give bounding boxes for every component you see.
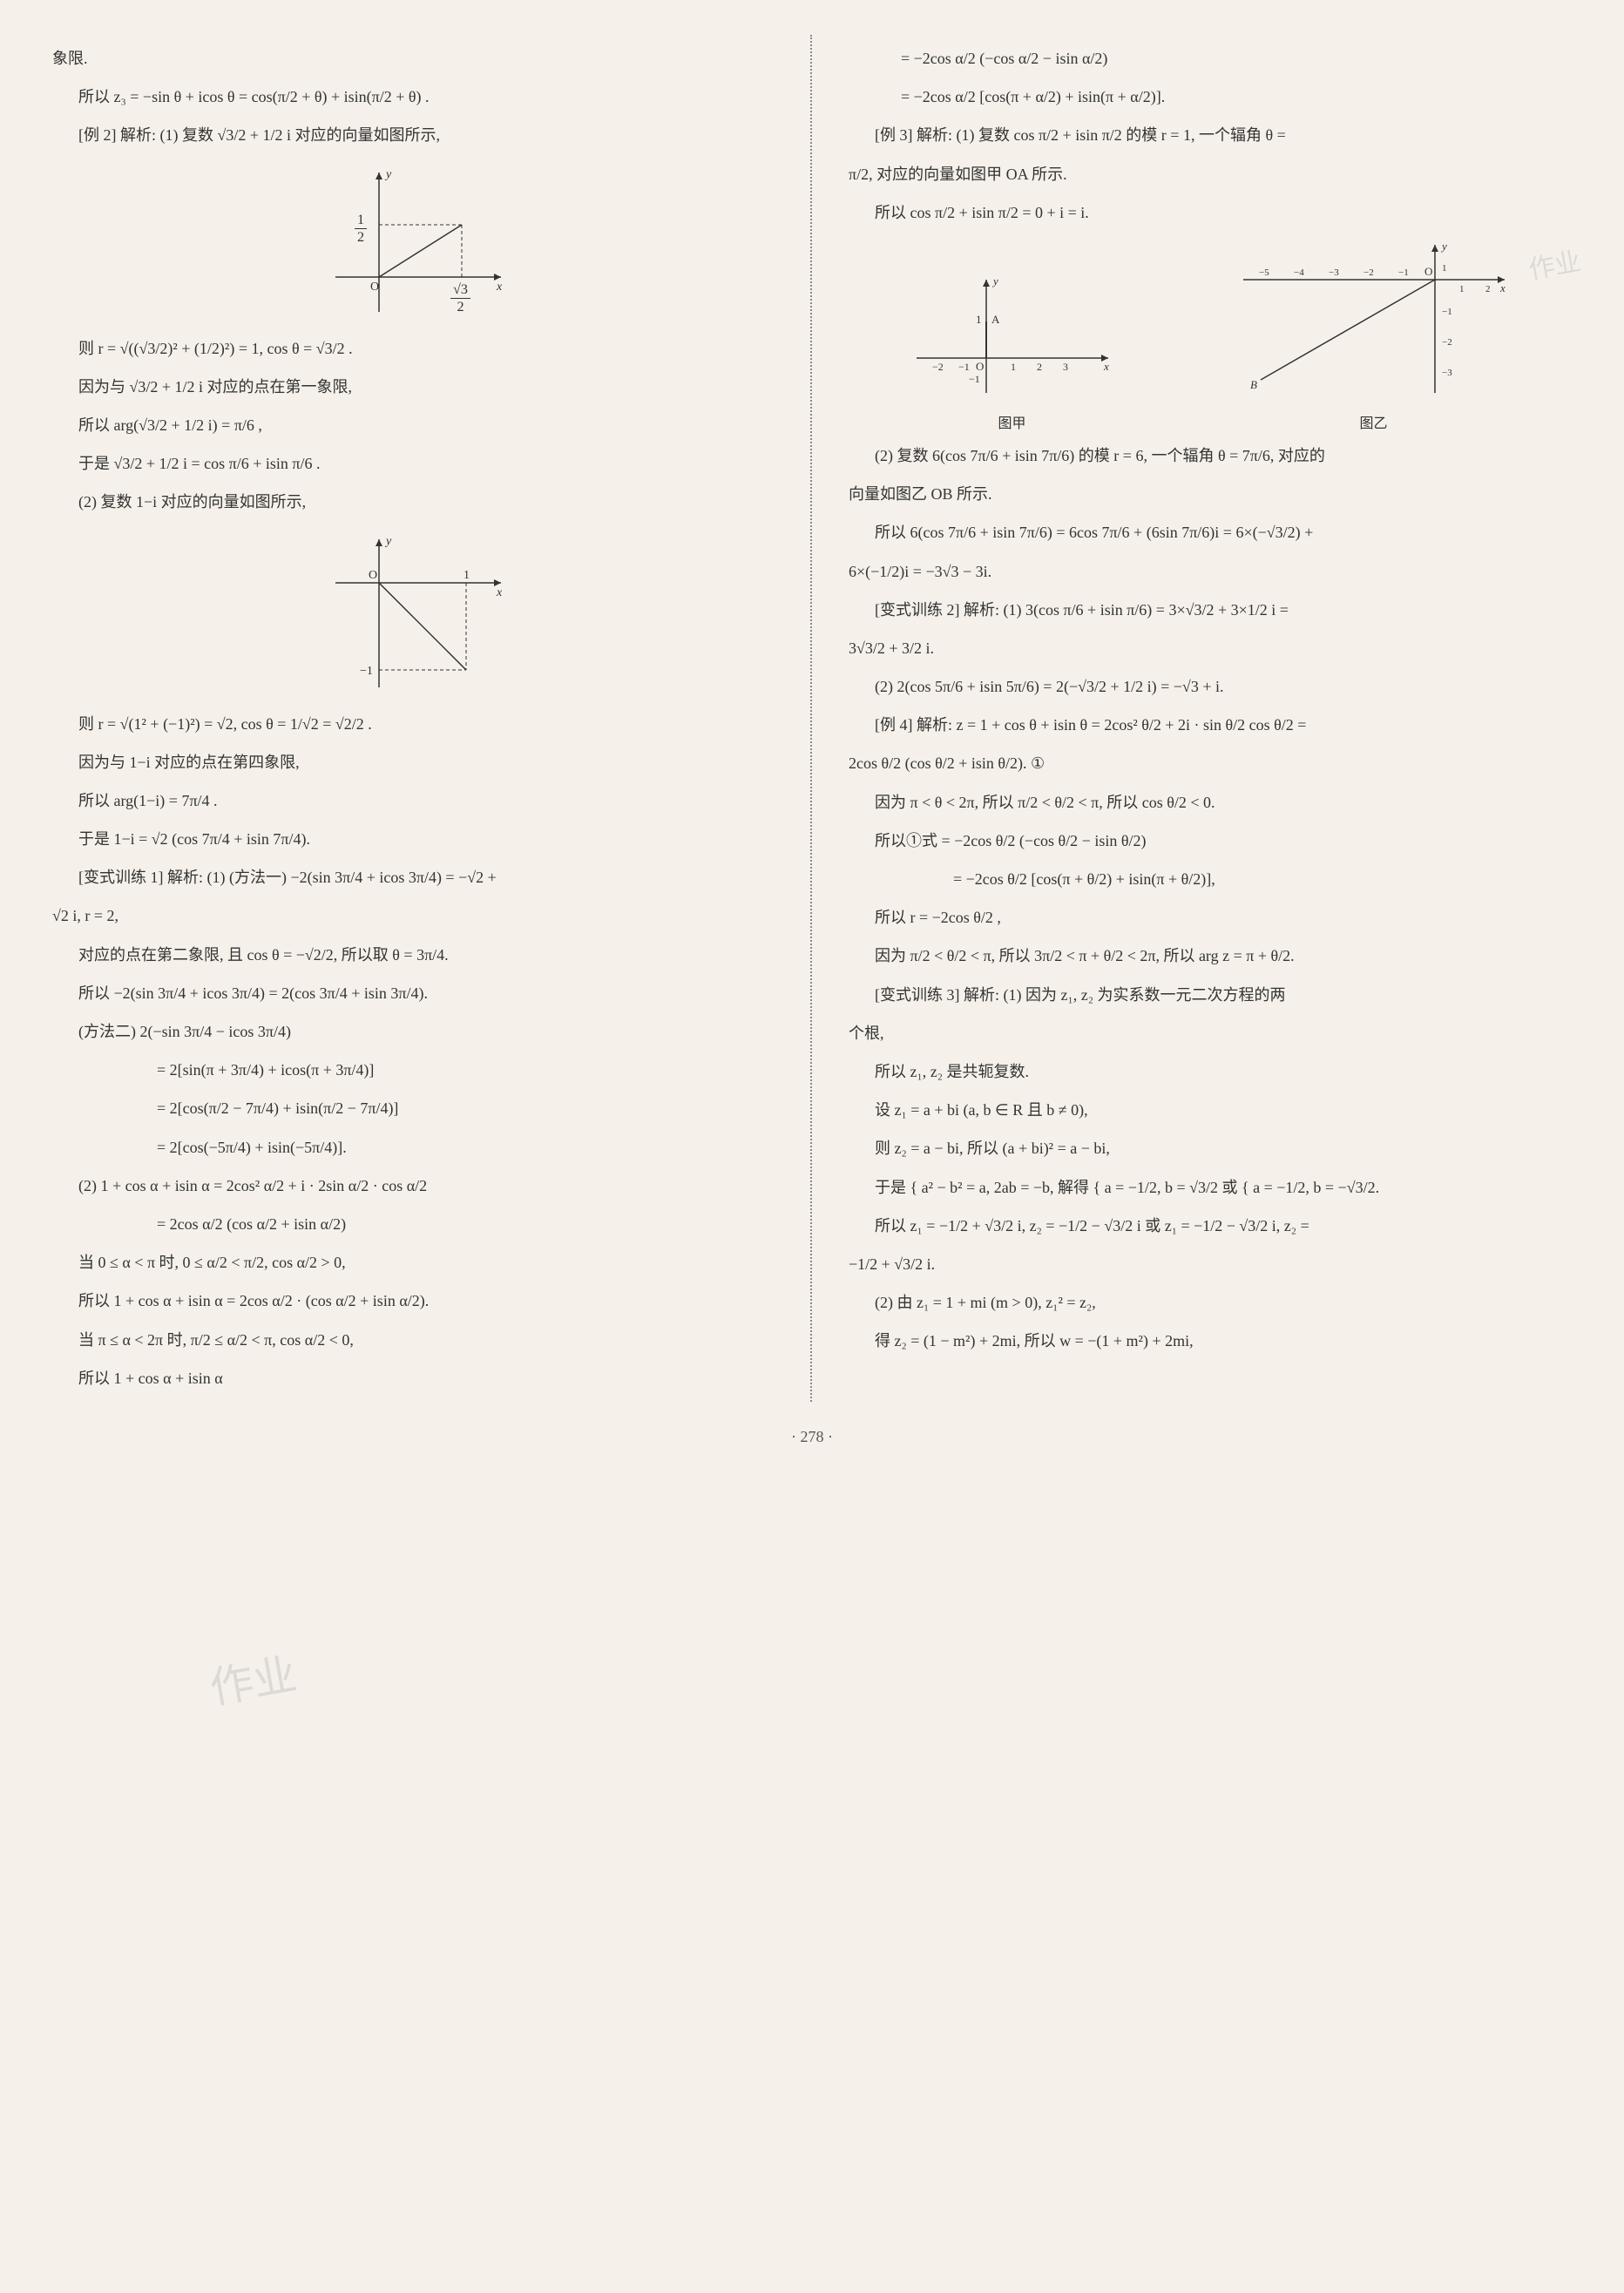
svg-text:O: O (1424, 265, 1432, 278)
text: [变式训练 3] 解析: (1) 因为 z₁, z₂ 为实系数一元二次方程的两 (875, 980, 1572, 1010)
text: 则 r = √(1² + (−1)²) = √2, cos θ = 1/√2 =… (78, 709, 775, 739)
chart-example2-2: O x y 1 −1 (318, 531, 510, 696)
text: [例 3] 解析: (1) 复数 cos π/2 + isin π/2 的模 r… (875, 120, 1572, 150)
text: = −2cos θ/2 [cos(π + θ/2) + isin(π + θ/2… (953, 864, 1572, 894)
column-divider (810, 35, 814, 1402)
text: 设 z₁ = a + bi (a, b ∈ R 且 b ≠ 0), (875, 1095, 1572, 1125)
text: 得 z₂ = (1 − m²) + 2mi, 所以 w = −(1 + m²) … (875, 1326, 1572, 1356)
svg-text:A: A (991, 313, 1000, 326)
svg-text:−1: −1 (969, 373, 980, 385)
text: 于是 { a² − b² = a, 2ab = −b, 解得 { a = −1/… (875, 1173, 1572, 1202)
svg-text:x: x (496, 586, 503, 599)
svg-text:2: 2 (1037, 361, 1042, 373)
chart-yi: O x y B −5 −4 −3 −2 −1 1 2 1 −1 −2 −3 (1235, 236, 1513, 402)
svg-text:x: x (496, 281, 503, 294)
text: [例 2] 解析: (1) 复数 √3/2 + 1/2 i 对应的向量如图所示, (78, 120, 775, 150)
text: 所以 arg(√3/2 + 1/2 i) = π/6 , (78, 410, 775, 440)
text: 当 0 ≤ α < π 时, 0 ≤ α/2 < π/2, cos α/2 > … (78, 1248, 775, 1277)
text: = 2[cos(−5π/4) + isin(−5π/4)]. (157, 1133, 775, 1162)
text: (2) 1 + cos α + isin α = 2cos² α/2 + i ·… (78, 1171, 775, 1201)
text: [变式训练 1] 解析: (1) (方法一) −2(sin 3π/4 + ico… (78, 862, 775, 892)
text: 向量如图乙 OB 所示. (849, 479, 1572, 509)
svg-text:1: 1 (1442, 263, 1447, 274)
text: 因为与 1−i 对应的点在第四象限, (78, 747, 775, 777)
text: 当 π ≤ α < 2π 时, π/2 ≤ α/2 < π, cos α/2 <… (78, 1325, 775, 1355)
svg-text:−1: −1 (1442, 307, 1452, 317)
chart-jia: O x y A 1 −2 −1 1 2 3 −1 (908, 271, 1117, 402)
svg-text:3: 3 (1063, 361, 1068, 373)
text: 个根, (849, 1018, 1572, 1048)
text: = 2cos α/2 (cos α/2 + isin α/2) (157, 1209, 775, 1239)
text: 象限. (52, 44, 775, 73)
svg-text:−2: −2 (1363, 267, 1374, 278)
text: 所以 −2(sin 3π/4 + icos 3π/4) = 2(cos 3π/4… (78, 978, 775, 1008)
svg-text:1: 1 (976, 313, 982, 326)
text: (2) 复数 6(cos 7π/6 + isin 7π/6) 的模 r = 6,… (875, 441, 1572, 470)
svg-text:−5: −5 (1259, 267, 1269, 278)
text: 因为与 √3/2 + 1/2 i 对应的点在第一象限, (78, 372, 775, 402)
text: 2cos θ/2 (cos θ/2 + isin θ/2). ① (849, 748, 1572, 778)
text: (2) 复数 1−i 对应的向量如图所示, (78, 487, 775, 517)
text: 则 r = √((√3/2)² + (1/2)²) = 1, cos θ = √… (78, 334, 775, 363)
svg-text:x: x (1103, 360, 1109, 373)
text: (2) 由 z₁ = 1 + mi (m > 0), z₁² = z₂, (875, 1288, 1572, 1317)
text: 3√3/2 + 3/2 i. (849, 633, 1572, 663)
svg-text:1: 1 (1459, 284, 1465, 294)
chart-jia-caption: 图甲 (908, 411, 1117, 432)
text: π/2, 对应的向量如图甲 OA 所示. (849, 159, 1572, 189)
svg-text:−2: −2 (932, 361, 944, 373)
origin-label: O (370, 281, 379, 294)
text: 因为 π/2 < θ/2 < π, 所以 3π/2 < π + θ/2 < 2π… (875, 941, 1572, 971)
text: 所以 z₁, z₂ 是共轭复数. (875, 1057, 1572, 1086)
text: [例 4] 解析: z = 1 + cos θ + isin θ = 2cos²… (875, 710, 1572, 740)
text: 所以 1 + cos α + isin α = 2cos α/2 · (cos … (78, 1286, 775, 1316)
svg-text:O: O (976, 360, 984, 373)
text: 所以 r = −2cos θ/2 , (875, 903, 1572, 932)
svg-text:y: y (991, 274, 998, 287)
text: (2) 2(cos 5π/6 + isin 5π/6) = 2(−√3/2 + … (875, 672, 1572, 701)
text: = −2cos α/2 [cos(π + α/2) + isin(π + α/2… (901, 82, 1572, 112)
watermark: 作业 (205, 1640, 301, 1716)
text: 所以 z₁ = −1/2 + √3/2 i, z₂ = −1/2 − √3/2 … (875, 1211, 1572, 1241)
text: √2 i, r = 2, (52, 901, 775, 930)
svg-text:1: 1 (464, 569, 470, 582)
svg-text:y: y (384, 168, 392, 181)
svg-text:−2: −2 (1442, 337, 1452, 348)
text: 所以 cos π/2 + isin π/2 = 0 + i = i. (875, 198, 1572, 227)
svg-text:−3: −3 (1329, 267, 1339, 278)
text: (方法二) 2(−sin 3π/4 − icos 3π/4) (78, 1017, 775, 1046)
svg-text:1: 1 (1011, 361, 1016, 373)
text: 所以①式 = −2cos θ/2 (−cos θ/2 − isin θ/2) (875, 826, 1572, 856)
chart-example2-1: O x y 12 √32 (318, 164, 510, 321)
text: = 2[cos(π/2 − 7π/4) + isin(π/2 − 7π/4)] (157, 1093, 775, 1123)
text: 于是 √3/2 + 1/2 i = cos π/6 + isin π/6 . (78, 449, 775, 478)
svg-text:−3: −3 (1442, 368, 1452, 378)
text: = −2cos α/2 (−cos α/2 − isin α/2) (901, 44, 1572, 73)
text: 则 z₂ = a − bi, 所以 (a + bi)² = a − bi, (875, 1133, 1572, 1163)
text: −1/2 + √3/2 i. (849, 1249, 1572, 1279)
text: 对应的点在第二象限, 且 cos θ = −√2/2, 所以取 θ = 3π/4… (78, 940, 775, 970)
svg-text:y: y (1440, 240, 1447, 253)
svg-text:2: 2 (1485, 284, 1491, 294)
chart-yi-caption: 图乙 (1235, 411, 1513, 432)
svg-text:x: x (1499, 281, 1506, 294)
text: 因为 π < θ < 2π, 所以 π/2 < θ/2 < π, 所以 cos … (875, 788, 1572, 817)
text: 所以 6(cos 7π/6 + isin 7π/6) = 6cos 7π/6 +… (875, 517, 1572, 547)
page-number: · 278 · (52, 1428, 1572, 1446)
text: 所以 z₃ = −sin θ + icos θ = cos(π/2 + θ) +… (78, 82, 775, 112)
svg-text:−1: −1 (360, 665, 373, 678)
svg-text:B: B (1250, 378, 1257, 391)
svg-text:−4: −4 (1294, 267, 1304, 278)
svg-text:−1: −1 (1398, 267, 1409, 278)
text: 所以 1 + cos α + isin α (78, 1363, 775, 1393)
text: 6×(−1/2)i = −3√3 − 3i. (849, 557, 1572, 586)
svg-text:−1: −1 (958, 361, 970, 373)
text: = 2[sin(π + 3π/4) + icos(π + 3π/4)] (157, 1055, 775, 1085)
text: 所以 arg(1−i) = 7π/4 . (78, 786, 775, 815)
svg-text:O: O (369, 569, 377, 582)
svg-text:y: y (384, 535, 392, 548)
text: [变式训练 2] 解析: (1) 3(cos π/6 + isin π/6) =… (875, 595, 1572, 625)
text: 于是 1−i = √2 (cos 7π/4 + isin 7π/4). (78, 824, 775, 854)
